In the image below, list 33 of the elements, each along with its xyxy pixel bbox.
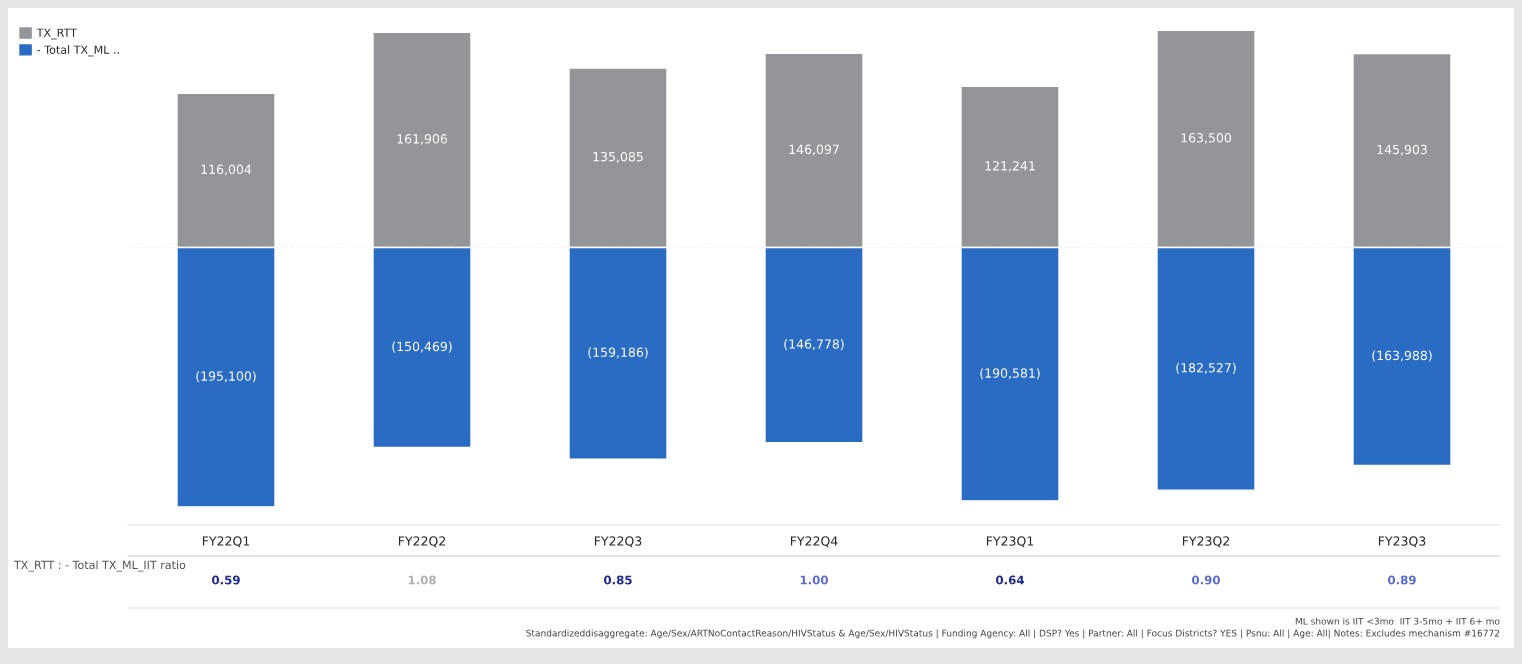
text: 0.89 xyxy=(1388,575,1416,585)
text: 0.59 xyxy=(212,575,240,585)
text: 0.64 xyxy=(996,575,1025,585)
x-tick-label: FY23Q1 xyxy=(986,536,1034,548)
x-tick-label: FY22Q1 xyxy=(202,536,250,548)
text: 1.00 xyxy=(800,575,828,585)
data-label: 145,903 xyxy=(1377,144,1427,156)
data-label: 116,004 xyxy=(201,164,252,176)
x-tick-label: FY23Q2 xyxy=(1182,536,1230,548)
x-tick-label: FY23Q3 xyxy=(1378,536,1426,548)
text: 0.85 xyxy=(604,575,632,585)
data-label: (195,100) xyxy=(196,371,256,383)
data-label: (182,527) xyxy=(1176,362,1236,374)
data-label: (190,581) xyxy=(980,368,1040,380)
x-tick-label: FY22Q2 xyxy=(398,536,446,548)
data-label: 163,500 xyxy=(1181,133,1232,144)
text: 0.90 xyxy=(1192,575,1220,585)
data-label: (159,186) xyxy=(588,347,648,359)
text: ML shown is IIT <3mo IIT 3-5mo + IIT 6+ mo xyxy=(1295,617,1500,625)
data-label: (163,988) xyxy=(1372,350,1432,362)
data-label: 161,906 xyxy=(397,134,448,145)
text: TX_RTT : - Total TX_ML_IIT ratio xyxy=(13,560,186,572)
data-label: (150,469) xyxy=(392,341,452,353)
data-label: 121,241 xyxy=(985,161,1035,172)
x-tick-label: FY22Q4 xyxy=(790,536,838,548)
text: 1.08 xyxy=(408,575,436,585)
data-label: (146,778) xyxy=(784,339,844,351)
x-tick-label: FY22Q3 xyxy=(594,536,642,548)
text: Standardizeddisaggregate: Age/Sex/ARTNoContactReason/HIVStatus & Age/Sex/HIVStatus | Funding Agency: All | DSP? Yes | Partner: All | Focus Districts? YES | Psnu: All | Age: All| Notes: Excludes mechanism #16772 xyxy=(526,629,1500,639)
data-label: 146,097 xyxy=(789,144,839,156)
legend-label: TX_RTT xyxy=(36,28,77,40)
legend-label: - Total TX_ML .. xyxy=(37,45,119,57)
data-label: 135,085 xyxy=(593,151,643,163)
